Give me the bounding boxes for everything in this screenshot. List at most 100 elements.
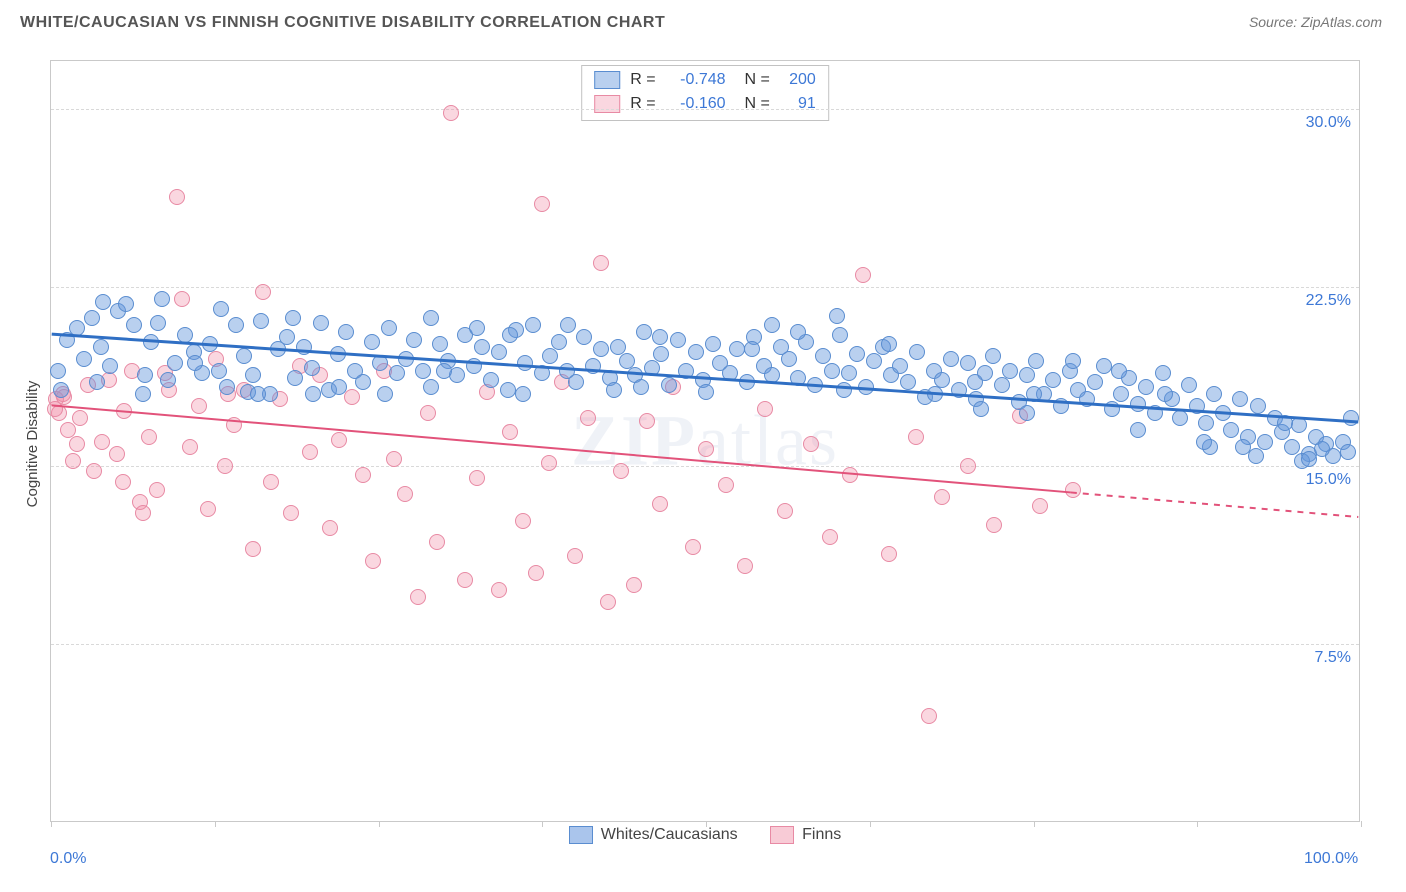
scatter-point-whites: [364, 334, 380, 350]
scatter-point-whites: [1257, 434, 1273, 450]
scatter-point-finns: [245, 541, 261, 557]
gridline-h: [51, 466, 1359, 467]
scatter-point-whites: [93, 339, 109, 355]
stat-r-label: R =: [630, 71, 655, 89]
legend-label-finns: Finns: [802, 826, 841, 844]
scatter-point-whites: [515, 386, 531, 402]
scatter-point-finns: [457, 572, 473, 588]
scatter-point-finns: [135, 505, 151, 521]
x-tick-mark: [215, 821, 216, 827]
scatter-point-whites: [994, 377, 1010, 393]
scatter-point-finns: [149, 482, 165, 498]
scatter-point-finns: [502, 424, 518, 440]
scatter-point-finns: [567, 548, 583, 564]
stat-n-whites: 200: [780, 71, 816, 89]
scatter-point-whites: [285, 310, 301, 326]
stat-r-finns: -0.160: [666, 95, 726, 113]
scatter-point-finns: [698, 441, 714, 457]
scatter-point-whites: [167, 355, 183, 371]
scatter-point-whites: [502, 327, 518, 343]
scatter-point-whites: [1104, 401, 1120, 417]
x-tick-mark: [706, 821, 707, 827]
scatter-point-whites: [525, 317, 541, 333]
scatter-point-whites: [943, 351, 959, 367]
scatter-point-whites: [881, 336, 897, 352]
scatter-point-whites: [636, 324, 652, 340]
scatter-point-whites: [95, 294, 111, 310]
scatter-point-whites: [135, 386, 151, 402]
scatter-point-whites: [705, 336, 721, 352]
scatter-point-whites: [1235, 439, 1251, 455]
scatter-point-finns: [283, 505, 299, 521]
scatter-point-whites: [1053, 398, 1069, 414]
scatter-point-finns: [757, 401, 773, 417]
x-tick-mark: [379, 821, 380, 827]
scatter-point-whites: [739, 374, 755, 390]
scatter-point-whites: [253, 313, 269, 329]
scatter-point-whites: [1130, 422, 1146, 438]
scatter-point-finns: [69, 436, 85, 452]
x-tick-mark: [870, 821, 871, 827]
scatter-point-whites: [585, 358, 601, 374]
x-tick-mark: [542, 821, 543, 827]
legend-label-whites: Whites/Caucasians: [601, 826, 738, 844]
scatter-point-finns: [302, 444, 318, 460]
stats-row-whites: R = -0.748 N = 200: [594, 68, 816, 92]
scatter-point-whites: [466, 358, 482, 374]
scatter-point-whites: [474, 339, 490, 355]
scatter-point-whites: [84, 310, 100, 326]
scatter-point-finns: [737, 558, 753, 574]
scatter-point-whites: [154, 291, 170, 307]
scatter-point-whites: [985, 348, 1001, 364]
scatter-point-whites: [423, 310, 439, 326]
scatter-point-whites: [927, 386, 943, 402]
scatter-point-whites: [1301, 451, 1317, 467]
scatter-point-finns: [109, 446, 125, 462]
scatter-point-whites: [211, 363, 227, 379]
scatter-point-whites: [1284, 439, 1300, 455]
scatter-point-whites: [1198, 415, 1214, 431]
stat-r-whites: -0.748: [666, 71, 726, 89]
scatter-point-whites: [236, 348, 252, 364]
scatter-point-whites: [491, 344, 507, 360]
source-label: Source: ZipAtlas.com: [1249, 14, 1382, 30]
scatter-point-finns: [200, 501, 216, 517]
scatter-point-whites: [1087, 374, 1103, 390]
scatter-point-whites: [483, 372, 499, 388]
scatter-point-whites: [305, 386, 321, 402]
x-tick-mark: [1197, 821, 1198, 827]
scatter-point-whites: [593, 341, 609, 357]
scatter-point-whites: [973, 401, 989, 417]
scatter-point-finns: [652, 496, 668, 512]
scatter-point-whites: [53, 382, 69, 398]
scatter-point-finns: [822, 529, 838, 545]
scatter-point-whites: [279, 329, 295, 345]
scatter-point-finns: [255, 284, 271, 300]
scatter-point-whites: [722, 365, 738, 381]
bottom-legend: Whites/Caucasians Finns: [51, 826, 1359, 849]
scatter-point-whites: [1111, 363, 1127, 379]
scatter-point-whites: [1189, 398, 1205, 414]
scatter-point-finns: [685, 539, 701, 555]
scatter-point-finns: [491, 582, 507, 598]
scatter-point-finns: [410, 589, 426, 605]
scatter-point-whites: [807, 377, 823, 393]
scatter-point-whites: [338, 324, 354, 340]
y-axis-title: Cognitive Disability: [24, 381, 41, 508]
stat-n-finns: 91: [780, 95, 816, 113]
scatter-point-whites: [1138, 379, 1154, 395]
legend-swatch-whites: [569, 826, 593, 844]
scatter-point-whites: [534, 365, 550, 381]
scatter-point-whites: [50, 363, 66, 379]
scatter-point-whites: [1277, 415, 1293, 431]
scatter-point-whites: [892, 358, 908, 374]
legend-item-finns: Finns: [770, 826, 841, 844]
trendline-finns: [52, 405, 1071, 492]
scatter-point-whites: [432, 336, 448, 352]
scatter-point-finns: [72, 410, 88, 426]
scatter-point-whites: [330, 346, 346, 362]
scatter-point-whites: [1291, 417, 1307, 433]
swatch-finns: [594, 95, 620, 113]
scatter-point-whites: [967, 374, 983, 390]
scatter-point-whites: [951, 382, 967, 398]
